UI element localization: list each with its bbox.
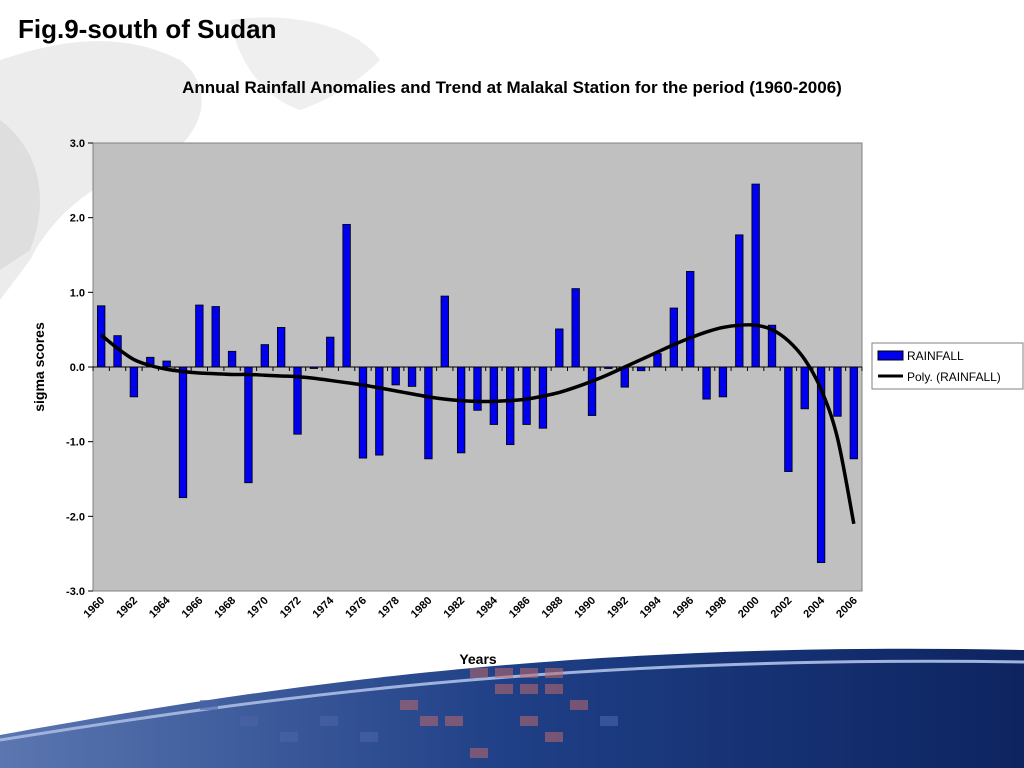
- rainfall-bar: [342, 223, 351, 368]
- x-tick-label: 1968: [212, 595, 238, 621]
- rainfall-bar: [227, 350, 237, 368]
- x-tick-label: 1996: [671, 595, 697, 621]
- rainfall-bar: [473, 366, 482, 411]
- x-tick-label: 2006: [834, 595, 860, 621]
- rainfall-bar: [800, 366, 809, 410]
- rainfall-bar: [244, 366, 253, 484]
- x-tick-label: 1974: [311, 594, 337, 620]
- x-tick-label: 1962: [114, 595, 140, 621]
- rainfall-bar: [718, 366, 728, 398]
- rainfall-bar: [391, 366, 400, 386]
- y-tick-label: 1.0: [70, 287, 85, 299]
- legend: RAINFALL Poly. (RAINFALL): [871, 342, 1024, 390]
- legend-rainfall-label: RAINFALL: [907, 349, 964, 363]
- x-tick-label: 1964: [147, 594, 173, 620]
- rainfall-bar: [833, 366, 842, 417]
- rainfall-bar: [653, 353, 662, 368]
- x-tick-label: 1970: [245, 595, 271, 621]
- rainfall-bar: [751, 183, 760, 368]
- x-tick-label: 1992: [605, 595, 631, 621]
- slide-title: Fig.9-south of Sudan: [18, 14, 277, 44]
- rainfall-bar: [489, 366, 499, 425]
- rainfall-bar: [735, 234, 744, 368]
- rainfall-bar: [555, 328, 564, 368]
- rainfall-bar: [195, 304, 204, 368]
- x-tick-label: 2002: [769, 595, 795, 621]
- y-tick-label: 2.0: [70, 213, 85, 225]
- rainfall-bar: [211, 306, 220, 368]
- rainfall-bar: [522, 366, 531, 425]
- rainfall-bar: [587, 366, 597, 416]
- rainfall-bar: [702, 366, 711, 400]
- y-tick-label: 0.0: [70, 362, 85, 374]
- x-tick-label: 2000: [736, 595, 762, 621]
- rainfall-bar: [326, 336, 335, 368]
- x-tick-label: 1994: [638, 594, 664, 620]
- rainfall-bar: [178, 366, 188, 499]
- x-tick-label: 1966: [180, 595, 206, 621]
- rainfall-bar: [636, 366, 646, 372]
- rainfall-bar: [358, 366, 368, 459]
- x-tick-label: 2004: [801, 594, 827, 620]
- rainfall-bar: [424, 366, 433, 460]
- x-axis-label: Years: [459, 651, 497, 667]
- chart-title: Annual Rainfall Anomalies and Trend at M…: [182, 78, 842, 97]
- rainfall-bar: [686, 271, 695, 368]
- x-tick-label: 1960: [82, 595, 108, 621]
- rainfall-bar: [276, 327, 286, 368]
- rainfall-bar: [571, 288, 580, 368]
- x-tick-label: 1972: [278, 595, 304, 621]
- rainfall-bar: [407, 366, 417, 387]
- x-tick-label: 1978: [376, 595, 402, 621]
- y-tick-label: -2.0: [66, 511, 85, 523]
- y-tick-label: -3.0: [66, 586, 85, 598]
- x-tick-label: 1990: [572, 595, 598, 621]
- x-tick-label: 1980: [409, 595, 435, 621]
- legend-rainfall-swatch: [877, 350, 904, 361]
- trend-line: [100, 323, 856, 525]
- y-tick-label: -1.0: [66, 437, 85, 449]
- rainfall-bar: [669, 307, 679, 368]
- rainfall-bar: [375, 366, 384, 456]
- rainfall-bar: [506, 366, 515, 446]
- rainfall-bar: [440, 295, 449, 368]
- legend-poly-label: Poly. (RAINFALL): [907, 370, 1001, 384]
- x-tick-label: 1982: [441, 595, 467, 621]
- rainfall-bar: [260, 344, 269, 368]
- rainfall-bar: [456, 366, 466, 454]
- rainfall-bar: [849, 366, 858, 460]
- x-tick-label: 1976: [343, 595, 369, 621]
- x-tick-label: 1986: [507, 595, 533, 621]
- rainfall-bar: [162, 360, 171, 368]
- x-tick-label: 1984: [474, 594, 500, 620]
- x-tick-label: 1998: [703, 595, 729, 621]
- x-tick-label: 1988: [540, 595, 566, 621]
- y-axis-label: sigma scores: [31, 322, 47, 412]
- y-tick-label: 3.0: [70, 138, 85, 150]
- rainfall-bar: [129, 366, 139, 398]
- rainfall-bar: [784, 366, 793, 472]
